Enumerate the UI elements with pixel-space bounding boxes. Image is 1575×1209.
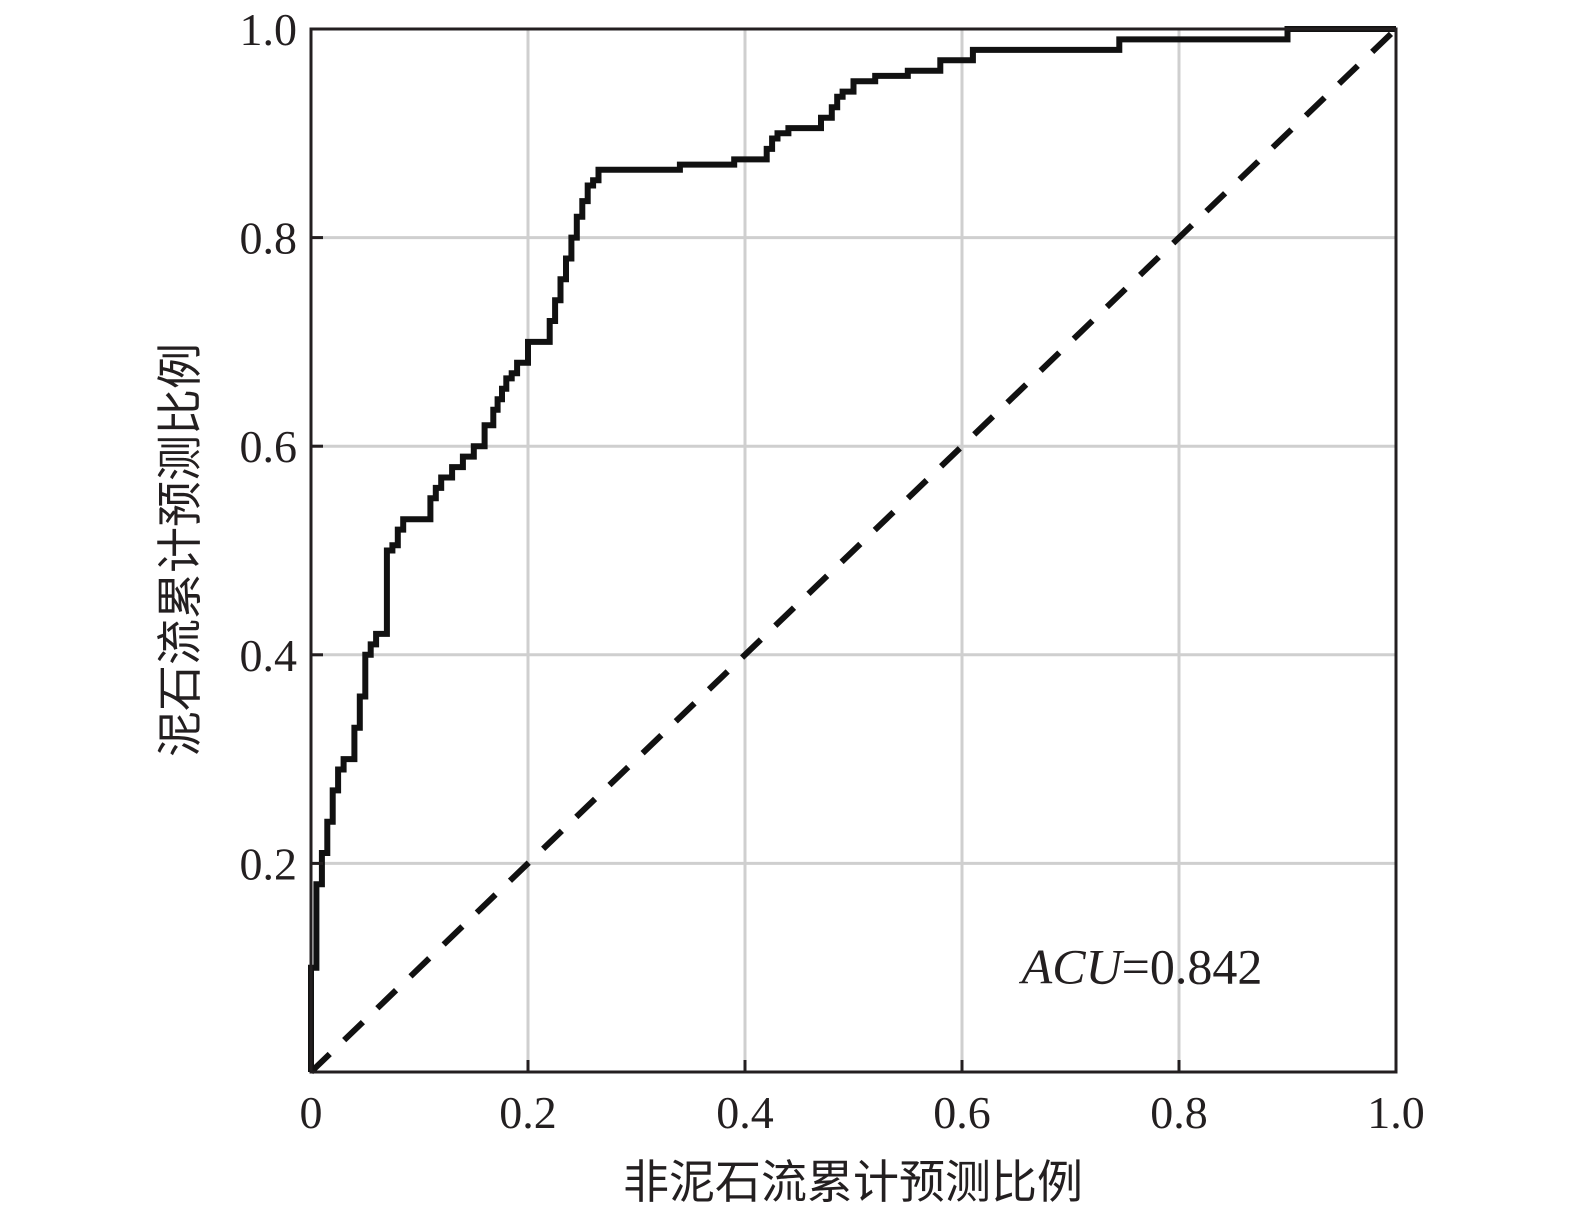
grid-lines bbox=[311, 29, 1396, 1072]
y-tick-label: 0.8 bbox=[240, 213, 298, 264]
auc-annotation: ACU=0.842 bbox=[1019, 938, 1263, 994]
x-tick-label: 0.6 bbox=[933, 1087, 991, 1138]
roc-curve-line bbox=[308, 26, 1396, 1072]
reference-diagonal-line bbox=[308, 26, 1399, 1075]
x-tick-label: 0.8 bbox=[1150, 1087, 1208, 1138]
auc-annotation-metric: ACU bbox=[1019, 938, 1125, 994]
x-tick-label: 0 bbox=[300, 1087, 323, 1138]
x-axis-title: 非泥石流累计预测比例 bbox=[623, 1155, 1083, 1209]
x-tick-label: 1.0 bbox=[1367, 1087, 1425, 1138]
auc-annotation-value: =0.842 bbox=[1122, 938, 1263, 994]
y-tick-label: 0.2 bbox=[240, 838, 298, 889]
x-tick-label: 0.4 bbox=[716, 1087, 774, 1138]
series-layer bbox=[308, 26, 1399, 1075]
plot-frame bbox=[309, 27, 1398, 1074]
y-tick-label: 1.0 bbox=[240, 4, 298, 55]
axis-ticks: 0 0.2 0.4 0.6 0.8 1.0 0.2 0.4 0.6 0.8 1.0 bbox=[240, 4, 1425, 1138]
y-tick-label: 0.6 bbox=[240, 421, 298, 472]
y-axis-title: 泥石流累计预测比例 bbox=[153, 343, 207, 757]
x-tick-label: 0.2 bbox=[499, 1087, 557, 1138]
y-tick-label: 0.4 bbox=[240, 630, 298, 681]
